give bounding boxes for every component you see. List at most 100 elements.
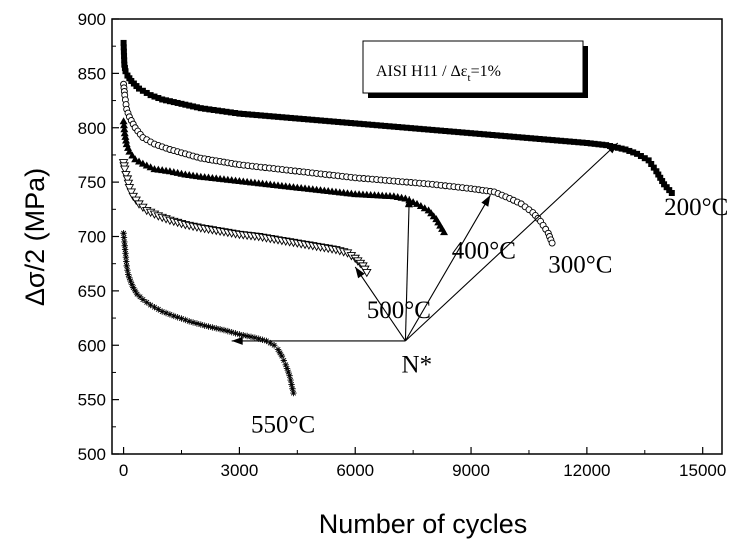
data-point-200c [566,138,573,145]
data-point-200c [622,146,629,153]
data-point-400c [135,157,144,165]
data-point-550c [143,299,150,306]
data-point-200c [330,118,337,125]
data-point-200c [360,121,367,128]
data-point-200c [637,153,644,160]
data-point-550c [255,335,262,342]
data-point-200c [519,134,526,141]
x-tick-label: 6000 [336,461,374,480]
data-point-200c [653,168,660,175]
data-point-200c [170,99,177,106]
data-point-400c [119,117,128,125]
y-tick-label: 750 [78,173,106,192]
data-point-200c [139,87,146,94]
data-point-200c [143,89,150,96]
data-point-200c [166,98,173,105]
data-point-200c [420,126,427,133]
data-point-550c [178,315,185,322]
data-point-200c [121,57,128,64]
data-point-550c [128,281,136,288]
data-point-300c [548,239,556,247]
data-point-200c [339,119,346,126]
axis-ticks-layer: 0 3000 6000 9000 12000 15000 500 550 600 650 700 75… [78,10,727,480]
data-point-550c [162,309,170,317]
data-point-200c [292,115,299,122]
data-point-200c [446,128,453,135]
data-point-200c [296,115,303,122]
data-point-200c [429,126,436,133]
data-point-200c [450,128,457,135]
data-point-550c [124,267,131,274]
data-point-200c [433,127,440,134]
data-point-200c [403,124,410,131]
data-point-200c [343,119,350,126]
annotation-t550: 550°C [251,411,315,438]
x-tick-label: 12000 [563,461,610,480]
data-point-200c [313,117,320,124]
data-point-200c [382,122,389,129]
data-point-200c [472,130,479,137]
data-point-200c [506,133,513,140]
data-point-550c [209,324,216,331]
n-star-arrowhead [231,336,243,345]
data-point-200c [438,127,445,134]
data-point-200c [174,99,181,106]
data-point-200c [553,137,560,144]
data-point-200c [219,108,226,115]
data-point-200c [528,135,535,142]
data-point-550c [197,321,204,328]
data-point-200c [326,118,333,125]
data-point-200c [227,109,234,116]
data-point-200c [416,125,423,132]
data-point-550c [243,332,251,340]
data-point-400c [128,151,137,159]
data-point-200c [257,112,264,119]
data-point-550c [121,238,128,246]
data-point-550c [121,242,128,249]
data-point-200c [641,155,648,162]
n-star-arrowhead [404,196,413,208]
data-point-200c [442,128,449,135]
data-point-550c [136,293,144,301]
data-point-200c [365,121,372,128]
data-point-200c [136,85,143,92]
data-point-200c [648,161,655,167]
data-point-550c [182,316,189,324]
y-tick-label: 800 [78,119,106,138]
data-point-200c [523,134,530,141]
data-point-550c [186,318,193,325]
data-point-550c [278,352,286,360]
data-point-500c [362,268,372,278]
annotation-t200: 200°C [664,194,728,221]
y-tick-label: 850 [78,64,106,83]
data-point-500c [122,175,133,184]
x-tick-label: 15000 [679,461,726,480]
data-point-550c [240,331,247,339]
data-point-200c [614,144,621,151]
data-point-200c [618,145,625,152]
data-point-400c [420,204,429,212]
data-point-200c [352,120,359,127]
data-point-550c [130,284,137,291]
x-tick-label: 3000 [220,461,258,480]
data-point-200c [232,110,239,117]
y-tick-label: 550 [78,391,106,410]
data-point-550c [270,342,278,349]
n-star-arrowhead [481,195,491,207]
data-point-200c [210,106,217,113]
data-point-200c [468,130,475,137]
data-point-200c [317,117,324,124]
legend-box: AISI H11 / Δεt=1% [362,40,588,98]
data-point-550c [201,322,208,329]
data-point-200c [275,113,282,120]
data-point-200c [545,136,552,143]
data-point-200c [206,106,213,113]
data-point-550c [282,361,289,369]
data-point-200c [120,44,127,51]
data-point-200c [549,137,556,144]
n-star-arrow-line [405,142,619,342]
data-point-200c [121,52,128,59]
data-point-550c [251,334,259,341]
data-point-550c [289,385,296,392]
